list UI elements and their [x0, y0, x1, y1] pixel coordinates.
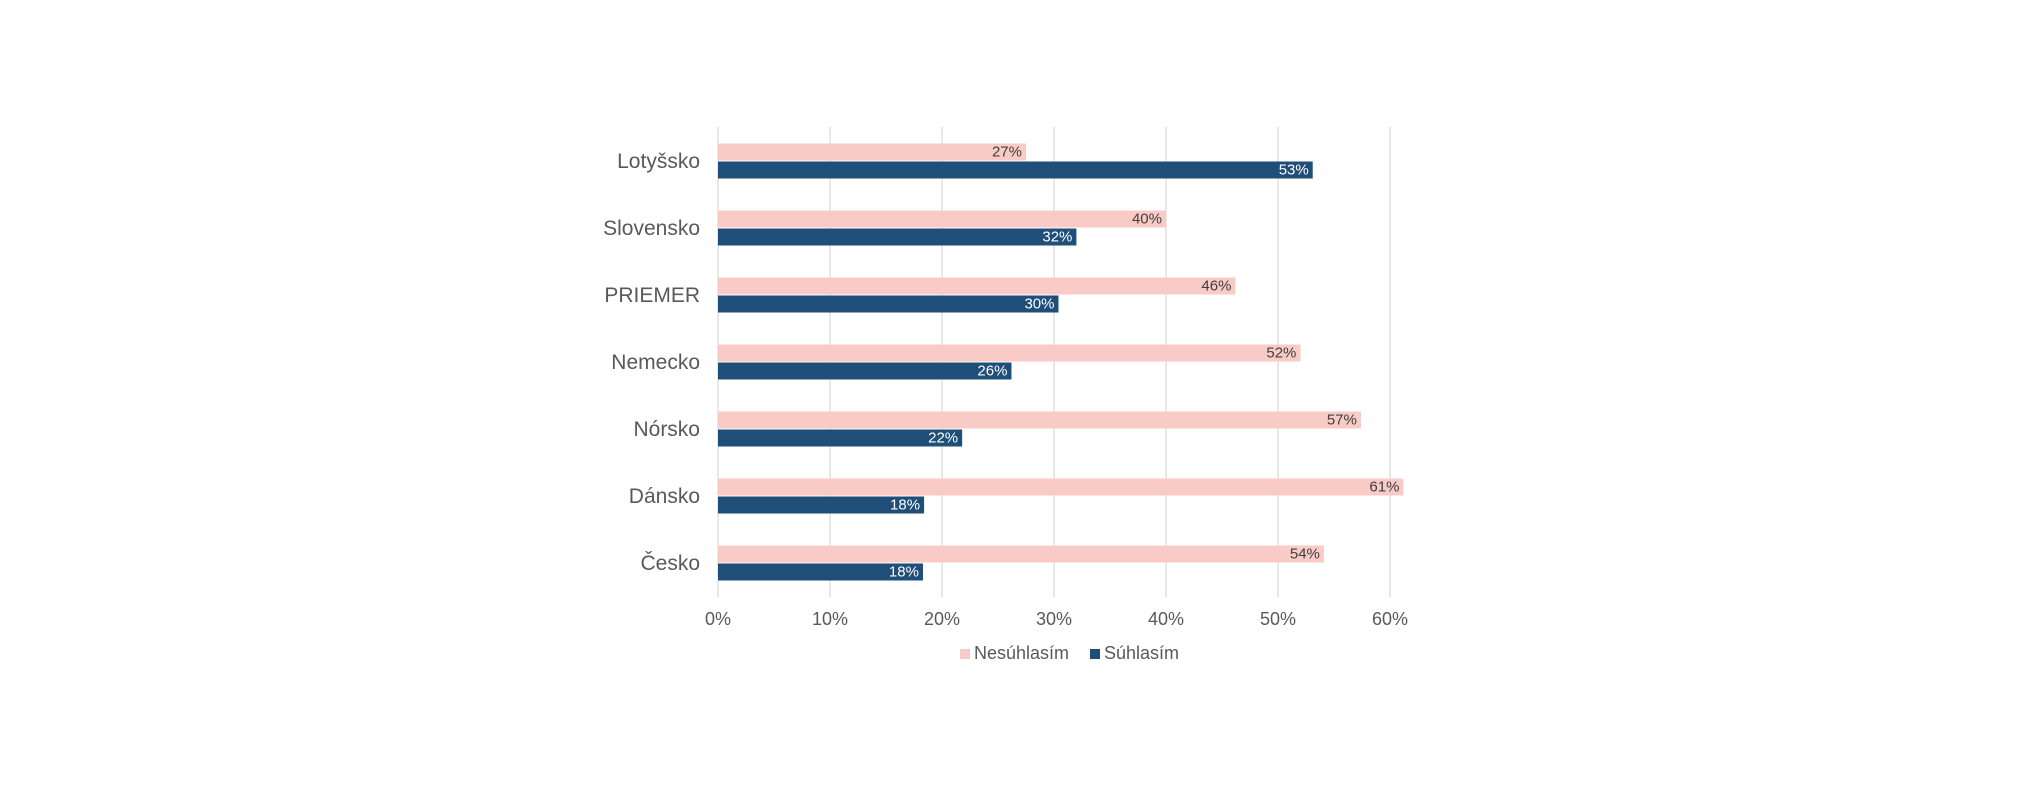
data-label: 18% — [889, 564, 919, 581]
legend: Nesúhlasím Súhlasím — [960, 643, 1179, 663]
category-label: Nemecko — [611, 351, 700, 374]
bar-nesuhlasim — [718, 411, 1361, 429]
data-label: 54% — [1290, 546, 1320, 563]
data-label: 53% — [1279, 162, 1309, 179]
data-label: 22% — [928, 430, 958, 447]
category-label: Česko — [640, 552, 700, 575]
bar-nesuhlasim — [718, 210, 1166, 228]
y-axis-categories: Lotyšsko Slovensko PRIEMER Nemecko Nórsko Dán… — [603, 150, 700, 575]
category-label: Lotyšsko — [617, 150, 700, 173]
category-label: Dánsko — [629, 485, 700, 508]
legend-label: Súhlasím — [1104, 643, 1179, 663]
bar-suhlasim — [718, 295, 1059, 313]
bar-suhlasim — [718, 429, 963, 447]
legend-swatch — [960, 649, 970, 659]
category-label: Slovensko — [603, 217, 700, 240]
x-axis-ticks: 0% 10% 20% 30% 40% 50% 60% — [705, 609, 1408, 629]
data-label: 52% — [1266, 345, 1296, 362]
x-tick-label: 20% — [924, 609, 960, 629]
bar-suhlasim — [718, 228, 1077, 246]
data-label: 30% — [1024, 296, 1054, 313]
x-tick-label: 40% — [1148, 609, 1184, 629]
bar-suhlasim — [718, 161, 1313, 179]
x-tick-label: 60% — [1372, 609, 1408, 629]
data-label: 61% — [1369, 479, 1399, 496]
gridlines — [717, 127, 1391, 597]
bar-suhlasim — [718, 496, 925, 514]
x-tick-label: 0% — [705, 609, 731, 629]
bar-suhlasim — [718, 362, 1012, 380]
bar-nesuhlasim — [718, 277, 1236, 295]
bar-suhlasim — [718, 563, 923, 581]
x-tick-label: 10% — [812, 609, 848, 629]
data-label: 26% — [977, 363, 1007, 380]
legend-swatch — [1090, 649, 1100, 659]
bar-nesuhlasim — [718, 143, 1026, 161]
legend-label: Nesúhlasím — [974, 643, 1069, 663]
bar-nesuhlasim — [718, 344, 1301, 362]
bar-nesuhlasim — [718, 478, 1404, 496]
data-label: 46% — [1201, 278, 1231, 295]
data-label: 32% — [1042, 229, 1072, 246]
x-tick-label: 50% — [1260, 609, 1296, 629]
data-label: 57% — [1327, 412, 1357, 429]
data-label: 27% — [992, 144, 1022, 161]
data-label: 40% — [1132, 211, 1162, 228]
bar-nesuhlasim — [718, 545, 1324, 563]
data-label: 18% — [890, 497, 920, 514]
bars: 27% 53% 40% 32% 46% 30% 52% 26% 57% 22% 61% 18% 54% 1… — [718, 143, 1404, 581]
x-tick-label: 30% — [1036, 609, 1072, 629]
category-label: Nórsko — [633, 418, 700, 441]
category-label: PRIEMER — [604, 284, 700, 307]
